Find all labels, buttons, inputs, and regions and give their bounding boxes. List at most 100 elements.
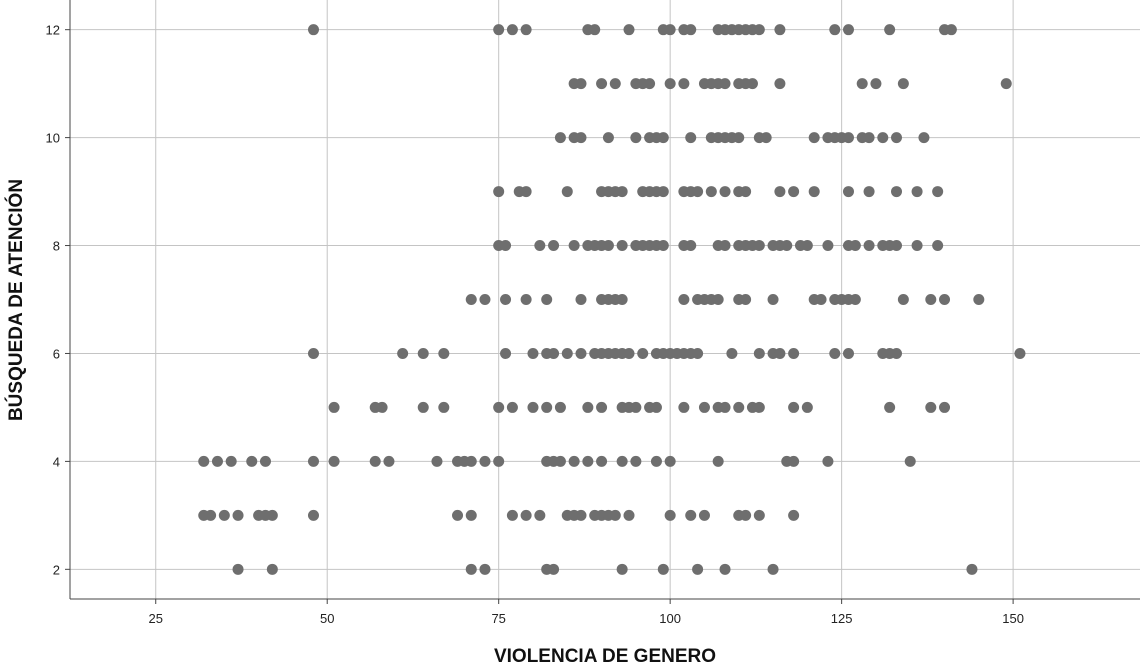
data-point: [479, 455, 491, 467]
data-point: [863, 132, 875, 144]
data-point: [808, 132, 820, 144]
data-point: [506, 509, 518, 521]
data-point: [973, 294, 985, 305]
data-point: [753, 240, 765, 252]
data-point: [602, 240, 614, 252]
data-point: [657, 240, 669, 252]
data-point: [746, 78, 758, 90]
data-point: [307, 347, 319, 359]
data-point: [438, 401, 450, 413]
data-point: [554, 401, 566, 413]
data-point: [664, 24, 676, 36]
data-point: [246, 455, 258, 467]
data-point: [891, 240, 903, 252]
data-point: [712, 294, 724, 305]
data-point: [307, 24, 319, 36]
data-point: [609, 78, 621, 90]
data-point: [692, 186, 704, 198]
data-point: [644, 78, 656, 90]
y-axis-title: BÚSQUEDA DE ATENCIÓN: [5, 179, 27, 421]
data-point: [842, 24, 854, 36]
data-point: [815, 294, 827, 305]
data-point: [568, 240, 580, 252]
data-point: [397, 347, 409, 359]
data-point: [609, 509, 621, 521]
data-point: [438, 347, 450, 359]
data-point: [630, 132, 642, 144]
data-point: [211, 455, 223, 467]
data-point: [493, 401, 505, 413]
data-point: [733, 401, 745, 413]
data-point: [945, 24, 957, 36]
data-point: [493, 24, 505, 36]
data-point: [307, 509, 319, 521]
data-point: [616, 294, 628, 305]
data-point: [520, 509, 532, 521]
data-point: [596, 78, 608, 90]
data-point: [554, 455, 566, 467]
data-point: [932, 186, 944, 198]
data-point: [753, 24, 765, 36]
data-point: [726, 347, 738, 359]
data-point: [205, 509, 217, 521]
data-point: [939, 401, 951, 413]
data-point: [891, 186, 903, 198]
data-point: [925, 294, 937, 305]
data-point: [698, 509, 710, 521]
data-point: [493, 186, 505, 198]
data-point: [328, 401, 340, 413]
data-point: [568, 455, 580, 467]
data-point: [630, 455, 642, 467]
data-point: [520, 294, 532, 305]
data-point: [842, 186, 854, 198]
data-point: [623, 347, 635, 359]
data-point: [897, 294, 909, 305]
data-point: [520, 24, 532, 36]
data-point: [383, 455, 395, 467]
data-point: [527, 401, 539, 413]
data-point: [774, 78, 786, 90]
data-point: [417, 347, 429, 359]
data-point: [753, 347, 765, 359]
data-point: [891, 132, 903, 144]
data-point: [719, 186, 731, 198]
data-point: [856, 78, 868, 90]
data-point: [541, 401, 553, 413]
data-point: [753, 401, 765, 413]
data-point: [904, 455, 916, 467]
data-point: [616, 186, 628, 198]
data-point: [822, 240, 834, 252]
data-point: [788, 186, 800, 198]
data-point: [740, 186, 752, 198]
data-point: [719, 563, 731, 575]
data-point: [939, 294, 951, 305]
data-point: [596, 401, 608, 413]
data-point: [259, 455, 271, 467]
data-point: [500, 294, 512, 305]
data-point: [575, 347, 587, 359]
data-point: [863, 186, 875, 198]
data-point: [774, 186, 786, 198]
data-point: [1014, 347, 1026, 359]
data-point: [788, 455, 800, 467]
data-point: [863, 240, 875, 252]
data-point: [561, 186, 573, 198]
data-point: [842, 132, 854, 144]
data-point: [842, 347, 854, 359]
data-point: [911, 186, 923, 198]
data-point: [829, 347, 841, 359]
data-point: [698, 401, 710, 413]
data-point: [664, 509, 676, 521]
data-point: [561, 347, 573, 359]
data-point: [685, 132, 697, 144]
data-point: [630, 401, 642, 413]
data-point: [548, 563, 560, 575]
data-point: [575, 294, 587, 305]
data-point: [650, 455, 662, 467]
data-point: [877, 132, 889, 144]
data-point: [369, 455, 381, 467]
data-point: [589, 24, 601, 36]
data-point: [774, 24, 786, 36]
data-point: [500, 347, 512, 359]
